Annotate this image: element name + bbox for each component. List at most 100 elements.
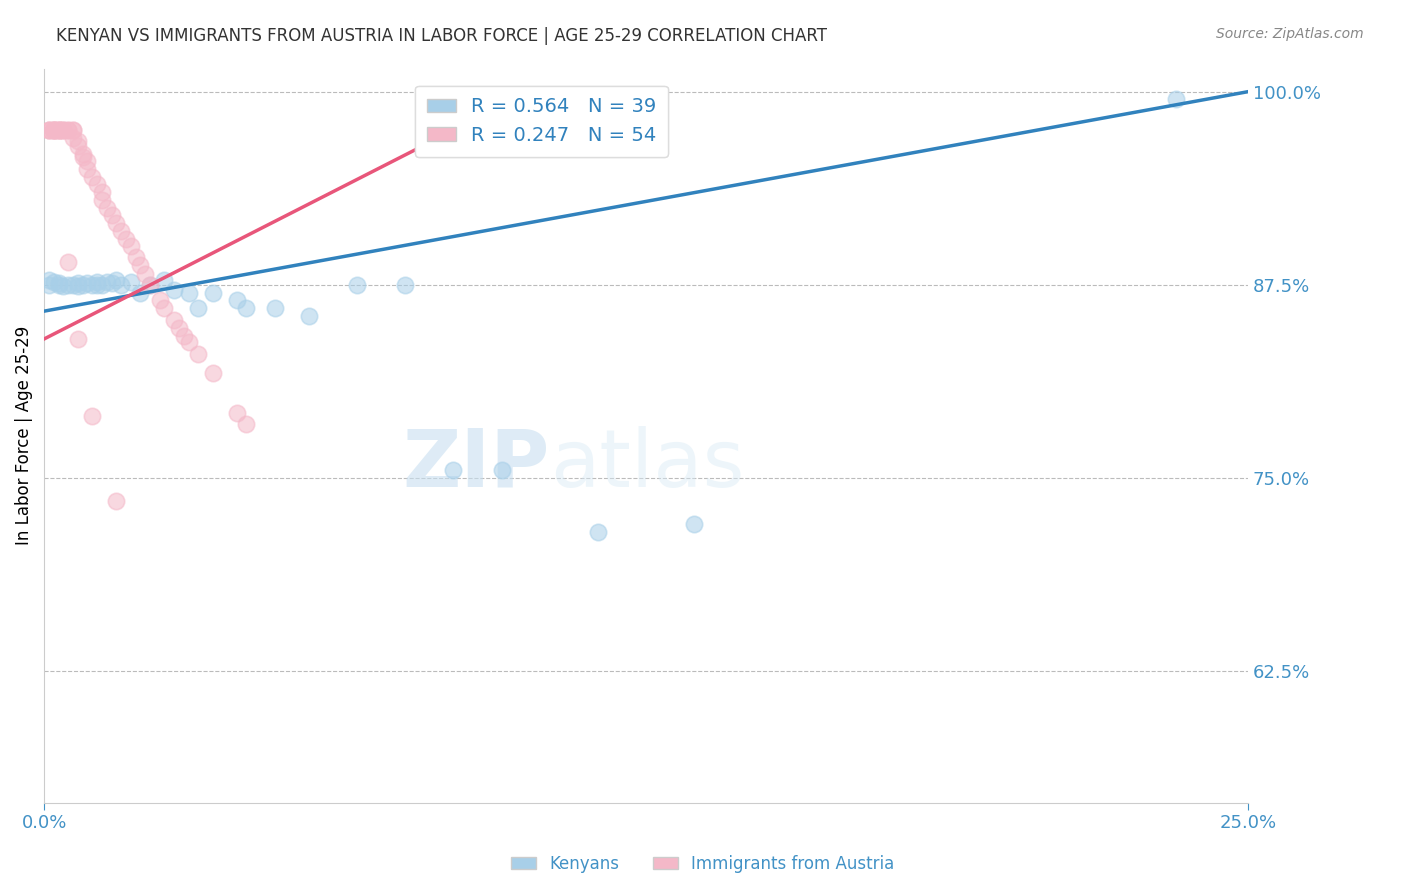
Point bbox=[66, 138, 89, 153]
Point bbox=[48, 277, 70, 291]
Point bbox=[42, 123, 65, 137]
Point bbox=[177, 285, 200, 300]
Point bbox=[225, 406, 247, 420]
Point bbox=[48, 277, 70, 292]
Point bbox=[441, 463, 464, 477]
Point bbox=[82, 409, 104, 424]
Point bbox=[173, 329, 195, 343]
Point bbox=[42, 123, 65, 137]
Point bbox=[167, 321, 190, 335]
Point bbox=[52, 123, 75, 137]
Point bbox=[72, 146, 94, 161]
Point bbox=[52, 279, 75, 293]
Point bbox=[38, 273, 60, 287]
Point bbox=[96, 201, 118, 215]
Point bbox=[153, 273, 176, 287]
Point bbox=[62, 131, 84, 145]
Point bbox=[66, 277, 89, 291]
Point bbox=[42, 123, 65, 137]
Point bbox=[66, 279, 89, 293]
Point bbox=[96, 275, 118, 289]
Point bbox=[120, 275, 142, 289]
Point bbox=[110, 224, 132, 238]
Point bbox=[48, 123, 70, 137]
Point bbox=[129, 258, 152, 272]
Text: ZIP: ZIP bbox=[402, 425, 550, 504]
Legend: R = 0.564   N = 39, R = 0.247   N = 54: R = 0.564 N = 39, R = 0.247 N = 54 bbox=[415, 86, 668, 157]
Point bbox=[1164, 92, 1187, 106]
Point bbox=[235, 417, 257, 431]
Point bbox=[42, 123, 65, 137]
Point bbox=[177, 334, 200, 349]
Point bbox=[72, 277, 94, 292]
Point bbox=[66, 332, 89, 346]
Point bbox=[264, 301, 287, 315]
Point bbox=[82, 169, 104, 184]
Point bbox=[38, 123, 60, 137]
Point bbox=[683, 517, 706, 532]
Point bbox=[66, 134, 89, 148]
Point bbox=[76, 154, 98, 169]
Point bbox=[90, 193, 112, 207]
Point bbox=[134, 267, 156, 281]
Point bbox=[62, 123, 84, 137]
Point bbox=[86, 277, 108, 292]
Point bbox=[298, 309, 321, 323]
Point bbox=[90, 277, 112, 292]
Point bbox=[149, 293, 172, 308]
Point bbox=[48, 123, 70, 137]
Point bbox=[110, 277, 132, 292]
Point bbox=[100, 277, 122, 291]
Point bbox=[124, 250, 146, 264]
Point bbox=[56, 254, 79, 268]
Text: Source: ZipAtlas.com: Source: ZipAtlas.com bbox=[1216, 27, 1364, 41]
Point bbox=[187, 301, 209, 315]
Point bbox=[153, 301, 176, 315]
Point bbox=[90, 185, 112, 199]
Point bbox=[82, 277, 104, 292]
Point bbox=[129, 285, 152, 300]
Point bbox=[86, 275, 108, 289]
Point bbox=[72, 150, 94, 164]
Point bbox=[163, 313, 186, 327]
Text: KENYAN VS IMMIGRANTS FROM AUSTRIA IN LABOR FORCE | AGE 25-29 CORRELATION CHART: KENYAN VS IMMIGRANTS FROM AUSTRIA IN LAB… bbox=[56, 27, 827, 45]
Point bbox=[56, 123, 79, 137]
Point bbox=[586, 525, 609, 540]
Point bbox=[235, 301, 257, 315]
Point bbox=[100, 208, 122, 222]
Point bbox=[56, 123, 79, 137]
Point bbox=[42, 123, 65, 137]
Point bbox=[52, 123, 75, 137]
Point bbox=[115, 231, 138, 245]
Y-axis label: In Labor Force | Age 25-29: In Labor Force | Age 25-29 bbox=[15, 326, 32, 545]
Point bbox=[76, 161, 98, 176]
Point bbox=[225, 293, 247, 308]
Point bbox=[105, 273, 128, 287]
Point bbox=[86, 178, 108, 192]
Point bbox=[139, 277, 162, 292]
Point bbox=[163, 283, 186, 297]
Point bbox=[346, 277, 368, 292]
Point bbox=[105, 494, 128, 508]
Point bbox=[76, 277, 98, 291]
Point bbox=[48, 123, 70, 137]
Point bbox=[38, 277, 60, 292]
Point bbox=[56, 277, 79, 292]
Point bbox=[201, 285, 224, 300]
Text: atlas: atlas bbox=[550, 425, 744, 504]
Point bbox=[62, 123, 84, 137]
Point bbox=[394, 277, 416, 292]
Point bbox=[38, 123, 60, 137]
Point bbox=[38, 123, 60, 137]
Point bbox=[120, 239, 142, 253]
Point bbox=[48, 123, 70, 137]
Point bbox=[105, 216, 128, 230]
Point bbox=[491, 463, 513, 477]
Point bbox=[187, 347, 209, 361]
Point bbox=[62, 277, 84, 292]
Point bbox=[201, 366, 224, 380]
Point bbox=[42, 275, 65, 289]
Point bbox=[52, 123, 75, 137]
Point bbox=[139, 277, 162, 292]
Legend: Kenyans, Immigrants from Austria: Kenyans, Immigrants from Austria bbox=[505, 848, 901, 880]
